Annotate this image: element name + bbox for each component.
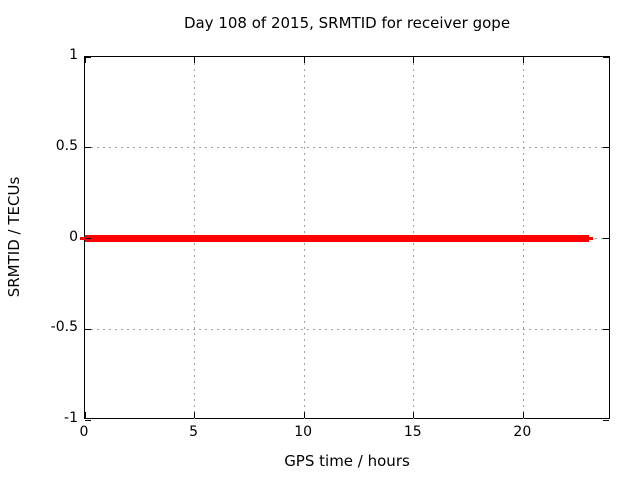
x-tick-top	[194, 57, 196, 63]
y-tick-left	[85, 419, 91, 421]
x-tick-bottom	[194, 412, 196, 418]
y-tick-right	[603, 238, 609, 239]
y-tick-left	[85, 238, 91, 239]
x-tick-top	[522, 57, 524, 63]
y-tick-right	[603, 328, 609, 330]
x-tick-top	[413, 57, 415, 63]
y-tick-right	[603, 56, 609, 58]
y-tick-label: 0.5	[55, 137, 78, 154]
y-tick-label: 1	[69, 47, 78, 63]
x-tick-top	[84, 57, 86, 63]
x-axis-title: GPS time / hours	[284, 452, 410, 470]
series-line-end-cap	[589, 237, 594, 240]
y-tick-left	[85, 328, 91, 330]
x-tick-label: 10	[294, 424, 313, 440]
y-gridline	[85, 328, 611, 330]
x-tick-label: 20	[513, 424, 532, 440]
x-tick-bottom	[522, 412, 524, 418]
y-tick-label: 0	[69, 228, 78, 245]
y-gridline	[85, 147, 611, 149]
x-tick-label: 15	[403, 424, 422, 440]
y-tick-right	[603, 419, 609, 421]
y-tick-label: -1	[64, 410, 78, 426]
x-tick-label: 0	[79, 424, 89, 440]
x-tick-top	[303, 57, 305, 63]
y-axis-title: SRMTID / TECUs	[5, 176, 23, 298]
y-tick-left	[85, 56, 91, 58]
chart-title: Day 108 of 2015, SRMTID for receiver gop…	[183, 14, 511, 32]
y-tick-left	[85, 147, 91, 149]
y-tick-right	[603, 147, 609, 149]
plot-area	[80, 56, 611, 421]
x-tick-bottom	[303, 412, 305, 418]
x-tick-bottom	[413, 412, 415, 418]
x-tick-label: 5	[189, 424, 199, 440]
series-line	[85, 235, 590, 242]
series-line-start-cap	[80, 237, 85, 240]
y-tick-label: -0.5	[50, 319, 78, 336]
x-tick-bottom	[84, 412, 86, 418]
